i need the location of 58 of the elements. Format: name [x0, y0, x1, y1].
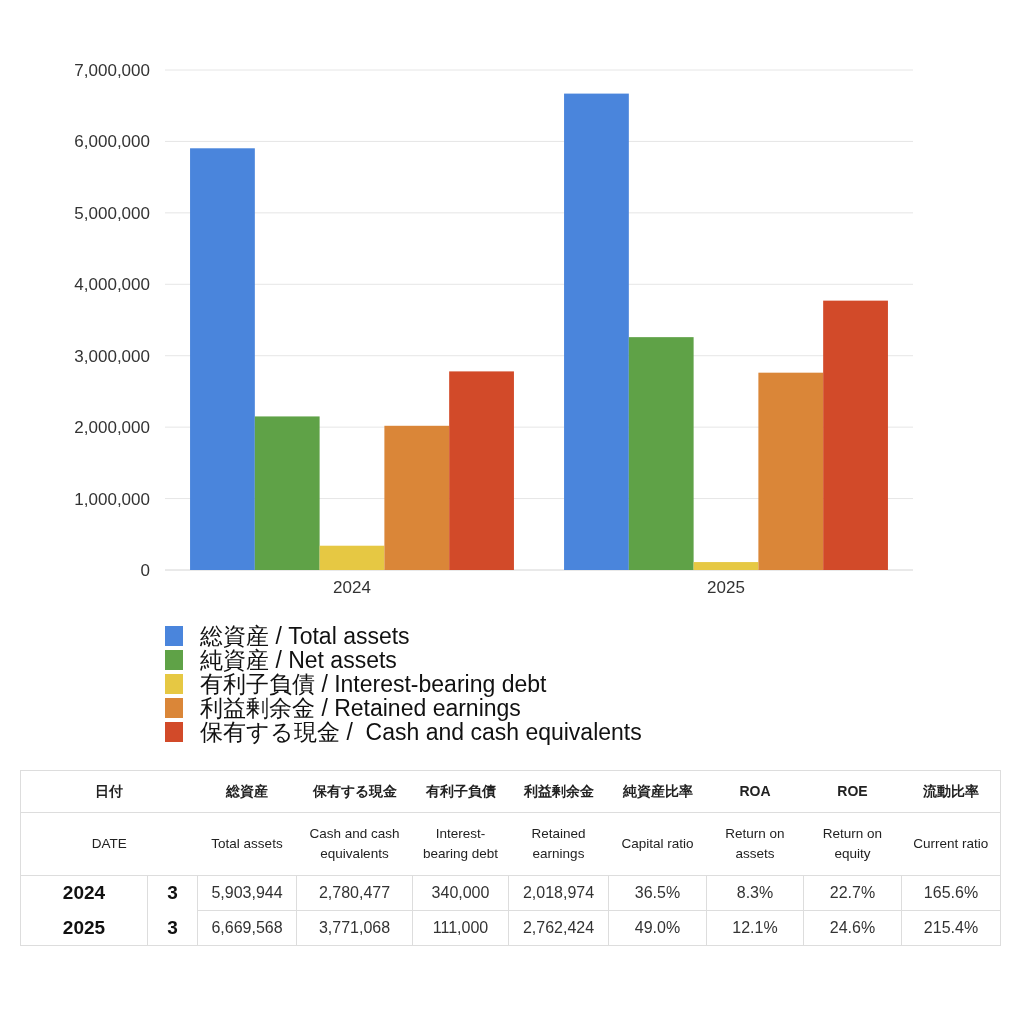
text: ROE [837, 783, 868, 800]
bar [384, 425, 450, 570]
text: 有利子負債 [425, 783, 496, 800]
bar [823, 300, 888, 570]
text: 利益剰余金 [523, 783, 594, 800]
category-label: 2024 [62, 882, 106, 904]
y-tick-label: 3,000,000 [74, 346, 150, 366]
y-tick-label: 2,000,000 [74, 418, 150, 438]
bar [254, 416, 320, 570]
text: 2,780,477 [318, 884, 391, 902]
text: Total assets [211, 836, 283, 852]
text: Capital ratio [621, 836, 694, 852]
text: Retained earnings [531, 826, 586, 861]
bar [190, 148, 255, 570]
text: 総資産 [226, 783, 268, 800]
text: 36.5% [634, 884, 681, 902]
text: Cash and cash equivalents [309, 826, 400, 861]
category-label: DATE [91, 836, 127, 852]
text: Current ratio [913, 836, 989, 852]
text: Interest-bearing debt [422, 826, 499, 861]
bar [758, 372, 824, 570]
y-tick-label: 5,000,000 [74, 203, 150, 223]
text: 5,903,944 [211, 884, 283, 902]
y-tick-label: 6,000,000 [74, 132, 150, 152]
y-tick-label: 1,000,000 [74, 489, 150, 509]
text: 8.3% [736, 884, 774, 902]
text: 111,000 [432, 919, 489, 937]
text: 49.0% [634, 919, 681, 937]
bar [628, 337, 694, 570]
y-tick-label: 0 [140, 560, 150, 580]
text: Return on assets [725, 826, 785, 861]
text: 22.7% [829, 884, 876, 902]
text: 3 [167, 916, 178, 938]
text: 保有する現金 [312, 783, 397, 800]
text: 流動比率 [922, 783, 979, 800]
category-label: 日付 [95, 783, 124, 800]
bar [449, 371, 514, 570]
text: 2,018,974 [522, 884, 595, 902]
text: 3,771,068 [318, 919, 391, 937]
category-label: 2025 [62, 916, 106, 938]
text: 純資産比率 [622, 783, 693, 800]
bar [693, 562, 759, 570]
text: 215.4% [923, 919, 979, 937]
text: 3 [167, 882, 178, 904]
y-tick-label: 4,000,000 [74, 275, 150, 295]
bar [319, 545, 385, 570]
text: 340,000 [431, 884, 490, 902]
text: 2,762,424 [522, 919, 595, 937]
text: 6,669,568 [211, 919, 283, 937]
legend-label: 純資産 / Net assets [200, 647, 397, 674]
text: Return on equity [822, 826, 883, 861]
text: 24.6% [829, 919, 876, 937]
legend-label: 有利子負債 / Interest-bearing debt [200, 671, 548, 698]
text: 12.1% [732, 919, 778, 937]
bar [564, 93, 629, 570]
text: ROA [739, 783, 771, 800]
text: 165.6% [923, 884, 979, 902]
y-tick-label: 7,000,000 [74, 60, 150, 80]
